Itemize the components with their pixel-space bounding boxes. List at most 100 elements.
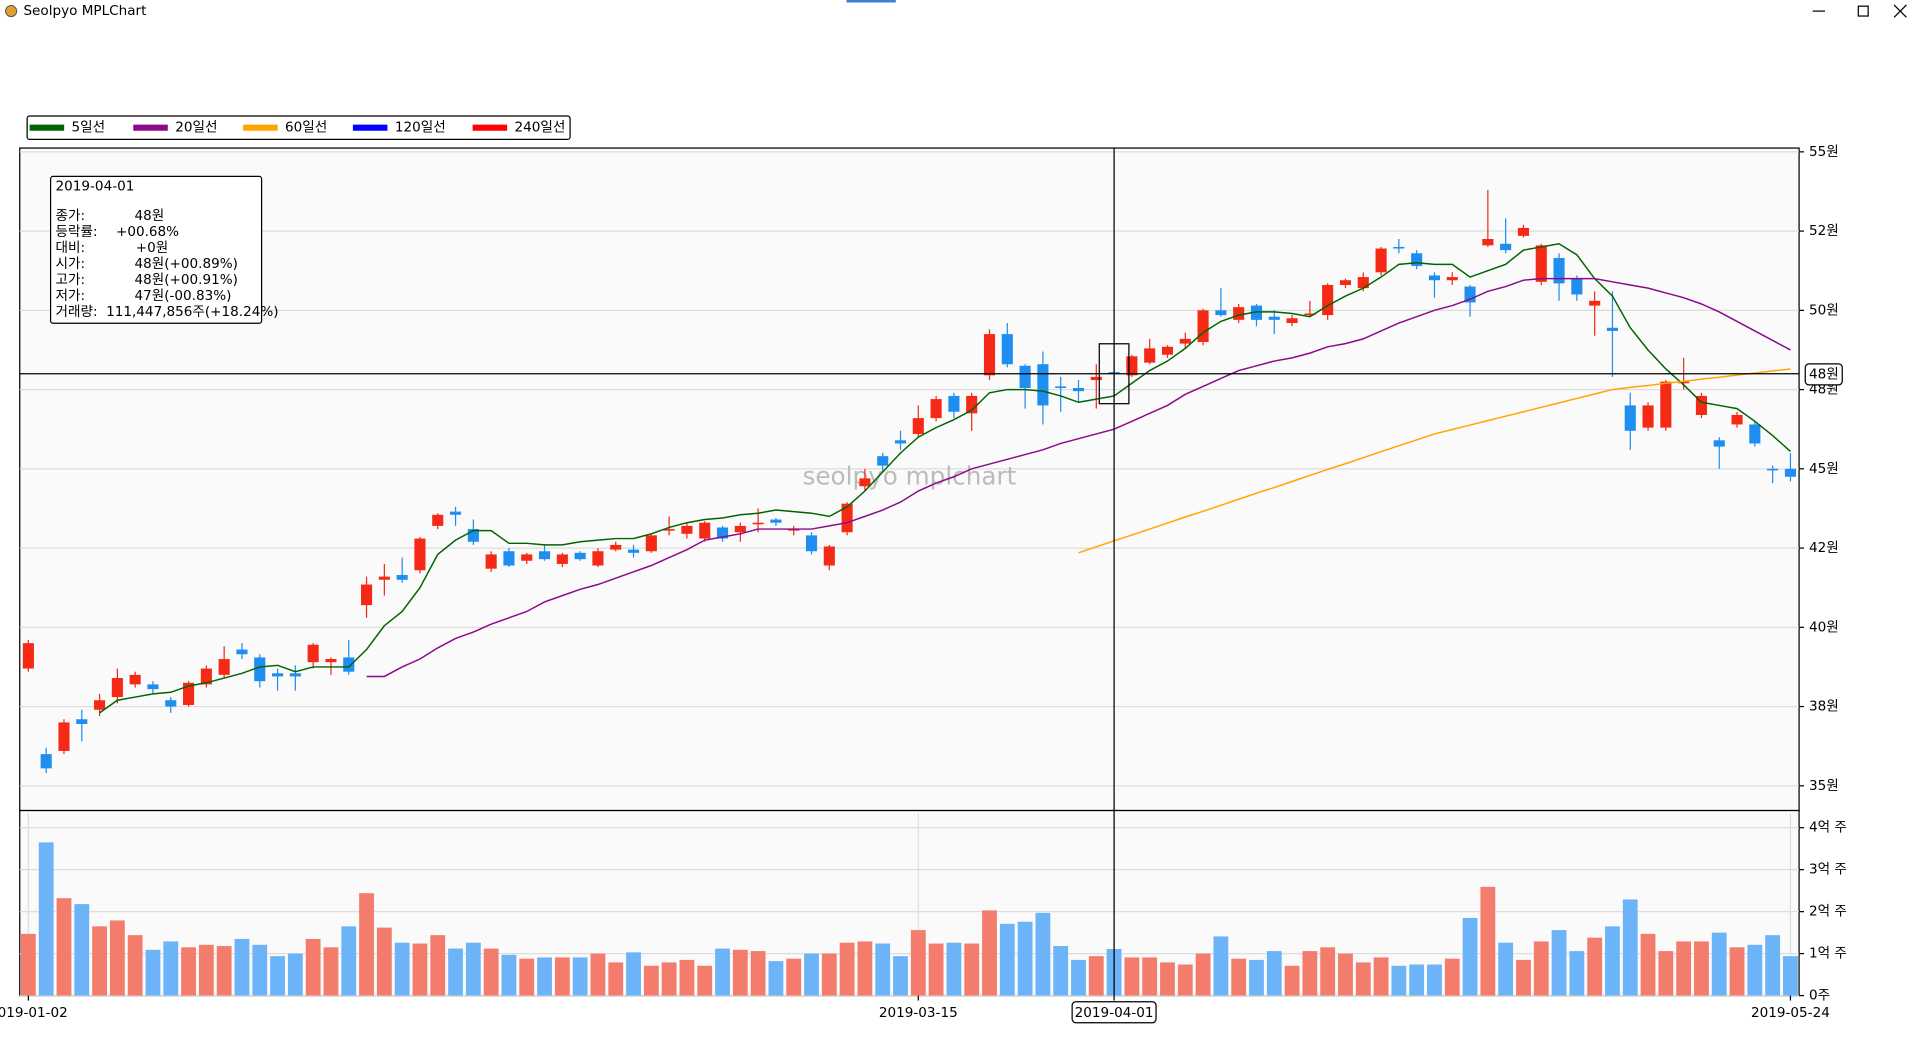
candle-body: [877, 456, 889, 466]
price-panel: [19, 147, 1800, 812]
volume-bar: [1498, 942, 1514, 996]
volume-bar: [1302, 951, 1318, 996]
y-tick-label: 0주: [1809, 988, 1830, 1004]
candle-body: [1215, 310, 1227, 316]
volume-bar: [928, 943, 944, 996]
volume-bar: [1284, 965, 1300, 996]
volume-bar: [804, 953, 819, 996]
selection-box: [1098, 343, 1130, 405]
candle-body: [1464, 286, 1476, 303]
tooltip-value: +00.68%: [116, 224, 179, 240]
candle-body: [58, 722, 70, 751]
restore-button[interactable]: [1857, 5, 1869, 17]
volume-bar: [964, 943, 980, 996]
moving-average-line: [366, 277, 1791, 678]
volume-bar: [572, 957, 588, 996]
y-tick-label: 45원: [1809, 461, 1839, 477]
candle-body: [841, 503, 853, 533]
candle-body: [574, 552, 586, 560]
candle-body: [1535, 245, 1547, 282]
volume-bar: [483, 948, 499, 996]
volume-bar: [608, 962, 624, 996]
tooltip-key: 종가:: [56, 208, 86, 224]
candle-body: [627, 549, 640, 553]
candle-body: [663, 529, 675, 531]
volume-bar: [1622, 899, 1638, 996]
legend-label: 120일선: [395, 120, 446, 136]
y-tick-label: 55원: [1809, 144, 1839, 160]
volume-bar: [910, 930, 926, 996]
candle-body: [1642, 405, 1654, 428]
candle-body: [378, 576, 390, 580]
volume-bar: [1694, 941, 1709, 996]
volume-bar: [501, 954, 517, 996]
volume-bar: [732, 949, 748, 996]
volume-bar: [554, 957, 570, 996]
volume-bar: [1142, 957, 1158, 996]
candle-body: [485, 554, 497, 569]
candle-body: [930, 399, 942, 419]
volume-bar: [1533, 941, 1549, 996]
volume-bar: [1338, 953, 1353, 996]
candle-body: [1161, 346, 1174, 355]
candle-body: [1500, 243, 1512, 251]
candle-body: [645, 535, 657, 552]
volume-bar: [234, 938, 250, 996]
candle-body: [1055, 386, 1067, 388]
candle-body: [1304, 313, 1316, 316]
volume-bar: [1373, 957, 1389, 996]
volume-bar: [1444, 958, 1460, 996]
y-tick-label: 48원: [1809, 382, 1839, 398]
legend-label: 240일선: [515, 120, 566, 136]
volume-bar: [786, 958, 802, 996]
tooltip-value: 48원(+00.91%): [134, 272, 237, 288]
close-button[interactable]: [1893, 4, 1907, 18]
candle-body: [1606, 327, 1619, 331]
volume-bar: [359, 893, 374, 996]
candle-body: [76, 719, 88, 724]
volume-bar: [982, 910, 997, 996]
candle-body: [1179, 338, 1191, 344]
volume-bar: [163, 941, 179, 996]
candle-body: [1393, 246, 1405, 249]
volume-bar: [394, 942, 410, 996]
tooltip-key: 고가:: [56, 272, 86, 288]
y-tick-label: 1억 주: [1809, 946, 1847, 962]
candle-body: [1126, 356, 1138, 376]
price-label-box: [1804, 363, 1843, 386]
candle-body: [22, 643, 34, 669]
candle-body: [966, 395, 978, 414]
volume-bar: [590, 953, 606, 996]
volume-bar: [1355, 962, 1371, 996]
candle-body: [788, 529, 800, 531]
candle-body: [1001, 334, 1013, 365]
candle-body: [859, 478, 871, 487]
candle-body: [129, 674, 141, 685]
volume-bar: [1213, 936, 1229, 996]
candle-body: [1233, 307, 1245, 320]
y-tick-label: 35원: [1809, 778, 1839, 794]
volume-bar: [448, 948, 463, 996]
legend-label: 60일선: [285, 120, 327, 136]
volume-bar: [1765, 935, 1781, 996]
volume-bar: [1124, 957, 1140, 996]
volume-bar: [1729, 947, 1745, 996]
candle-body: [396, 575, 408, 580]
candle-body: [1322, 284, 1334, 316]
volume-bar: [1017, 921, 1033, 996]
candle-body: [1713, 440, 1725, 447]
tooltip-value: 47원(-00.83%): [134, 288, 231, 304]
volume-bar: [1640, 933, 1656, 996]
tooltip-key: 시가:: [56, 256, 86, 272]
candle-body: [716, 527, 729, 539]
candle-body: [912, 418, 924, 434]
legend-box: [26, 115, 571, 141]
y-tick-label: 3억 주: [1809, 862, 1847, 878]
candle-body: [200, 668, 212, 685]
volume-bar: [109, 920, 125, 996]
legend-label: 20일선: [175, 120, 217, 136]
y-tick-label: 40원: [1809, 619, 1839, 635]
